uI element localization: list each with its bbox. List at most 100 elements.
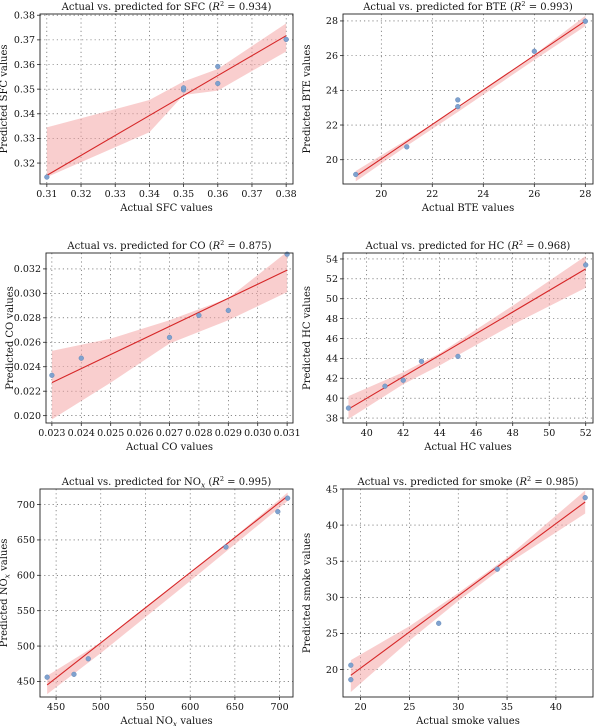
y-tick-label: 48 — [326, 314, 338, 325]
data-point — [284, 251, 290, 257]
x-tick-label: 0.026 — [126, 428, 153, 439]
x-tick-label: 44 — [434, 428, 446, 439]
x-tick-label: 0.34 — [139, 189, 160, 200]
data-point — [531, 48, 537, 54]
r2-open-paren: ( — [504, 241, 511, 252]
x-tick-label: 0.31 — [36, 189, 57, 200]
x-axis-label-text: Actual NO — [119, 716, 173, 726]
y-tick-label: 0.36 — [14, 60, 35, 71]
y-axis-label-text: Predicted HC values — [302, 286, 313, 390]
x-tick-label: 30 — [452, 702, 464, 713]
x-tick-label: 22 — [426, 189, 438, 200]
r2-open-paren: ( — [507, 2, 514, 13]
data-point — [283, 36, 289, 42]
chart-title-text: Actual vs. predicted for SFC — [61, 2, 206, 13]
chart-panel-5: 450 500 550 600 650 700 450 500 550 600 650 700 Actu… — [0, 475, 294, 726]
data-point — [455, 353, 461, 359]
r2-label: R — [510, 241, 519, 252]
chart-title: Actual vs. predicted for NOx (R2 = 0.995… — [61, 475, 272, 490]
chart-title: Actual vs. predicted for CO (R2 = 0.875) — [66, 239, 271, 252]
y-axis-label: Predicted smoke values — [302, 533, 313, 653]
x-axis-label-subscript: x — [173, 720, 178, 726]
data-point — [215, 63, 221, 70]
x-axis-label: Actual BTE values — [421, 203, 514, 214]
x-tick-label: 0.030 — [244, 428, 271, 439]
data-point — [582, 495, 588, 501]
x-tick-label: 0.023 — [38, 428, 65, 439]
r2-value: = 0.875) — [224, 241, 271, 252]
data-point — [275, 509, 281, 515]
r2-superscript: 2 — [220, 239, 224, 247]
y-tick-label: 42 — [326, 374, 338, 385]
y-axis-label: Predicted NOx values — [0, 539, 12, 648]
y-tick-label: 44 — [326, 354, 338, 365]
data-point — [345, 405, 352, 411]
data-point — [78, 355, 84, 361]
x-tick-label: 0.35 — [173, 189, 194, 200]
y-tick-label: 600 — [17, 571, 35, 582]
x-tick-label: 500 — [92, 702, 110, 713]
data-point — [382, 383, 388, 389]
x-tick-label: 20 — [375, 189, 387, 200]
regression-line — [51, 269, 288, 384]
x-axis-label-tail: values — [177, 716, 212, 726]
x-tick-label: 28 — [579, 189, 591, 200]
x-tick-label: 40 — [550, 702, 562, 713]
r2-label: R — [212, 241, 221, 252]
x-tick-label: 40 — [361, 428, 373, 439]
x-tick-label: 0.025 — [97, 428, 124, 439]
chart-title-text: Actual vs. predicted for BTE — [362, 2, 507, 13]
y-tick-label: 0.34 — [14, 109, 35, 120]
y-tick-label: 50 — [326, 294, 338, 305]
chart-panel-1: 0.31 0.32 0.33 0.34 0.35 0.36 0.37 0.38 0.32 0.33… — [0, 0, 297, 214]
r2-label: R — [513, 2, 522, 13]
y-tick-label: 0.32 — [14, 158, 35, 169]
data-point — [223, 544, 229, 550]
r2-superscript: 2 — [220, 475, 224, 483]
x-tick-label: 0.37 — [241, 189, 262, 200]
chart-title: Actual vs. predicted for SFC (R2 = 0.934… — [61, 0, 272, 13]
y-tick-label: 0.35 — [14, 84, 35, 95]
x-tick-label: 0.38 — [276, 189, 297, 200]
r2-value: = 0.993) — [526, 2, 573, 13]
x-tick-label: 20 — [355, 702, 367, 713]
y-tick-label: 40 — [326, 393, 338, 404]
x-axis-label-text: Actual CO values — [125, 442, 213, 453]
x-axis-label: Actual NOx values — [119, 716, 212, 726]
chart-title-subscript: x — [201, 481, 206, 490]
data-point — [494, 566, 500, 572]
r2-label: R — [211, 477, 220, 488]
chart-panel-4: 40 42 44 46 48 50 52 38 40 42 44 46 48 50 52 54 Actual v… — [302, 239, 594, 453]
data-point — [180, 85, 187, 91]
confidence-band — [355, 15, 586, 182]
plot-frame — [342, 488, 594, 698]
y-tick-label: 30 — [326, 593, 338, 604]
r2-label: R — [211, 2, 220, 13]
x-tick-label: 46 — [470, 428, 482, 439]
chart-title: Actual vs. predicted for BTE (R2 = 0.993… — [362, 0, 573, 13]
regression-line — [348, 268, 586, 410]
r2-open-paren: ( — [512, 477, 519, 488]
data-point — [455, 97, 461, 103]
data-point — [71, 671, 77, 677]
data-point — [215, 80, 221, 87]
y-tick-label: 500 — [17, 641, 35, 652]
y-tick-label: 0.022 — [14, 387, 41, 398]
x-axis-label-text: Actual BTE values — [421, 203, 514, 214]
data-point — [44, 174, 50, 180]
x-axis-label-text: Actual HC values — [423, 442, 511, 453]
y-axis-label-text: Predicted BTE values — [302, 45, 313, 154]
y-tick-label: 26 — [326, 51, 338, 62]
x-tick-label: 25 — [403, 702, 415, 713]
regression-line — [46, 495, 288, 686]
x-axis-label: Actual CO values — [125, 442, 213, 453]
data-point — [455, 104, 461, 110]
confidence-band — [350, 490, 586, 692]
x-tick-label: 450 — [47, 702, 65, 713]
y-tick-label: 40 — [326, 520, 338, 531]
chart-title: Actual vs. predicted for smoke (R2 = 0.9… — [357, 475, 579, 488]
x-tick-label: 0.36 — [207, 189, 228, 200]
y-tick-label: 52 — [326, 274, 338, 285]
r2-value: = 0.968) — [523, 241, 570, 252]
